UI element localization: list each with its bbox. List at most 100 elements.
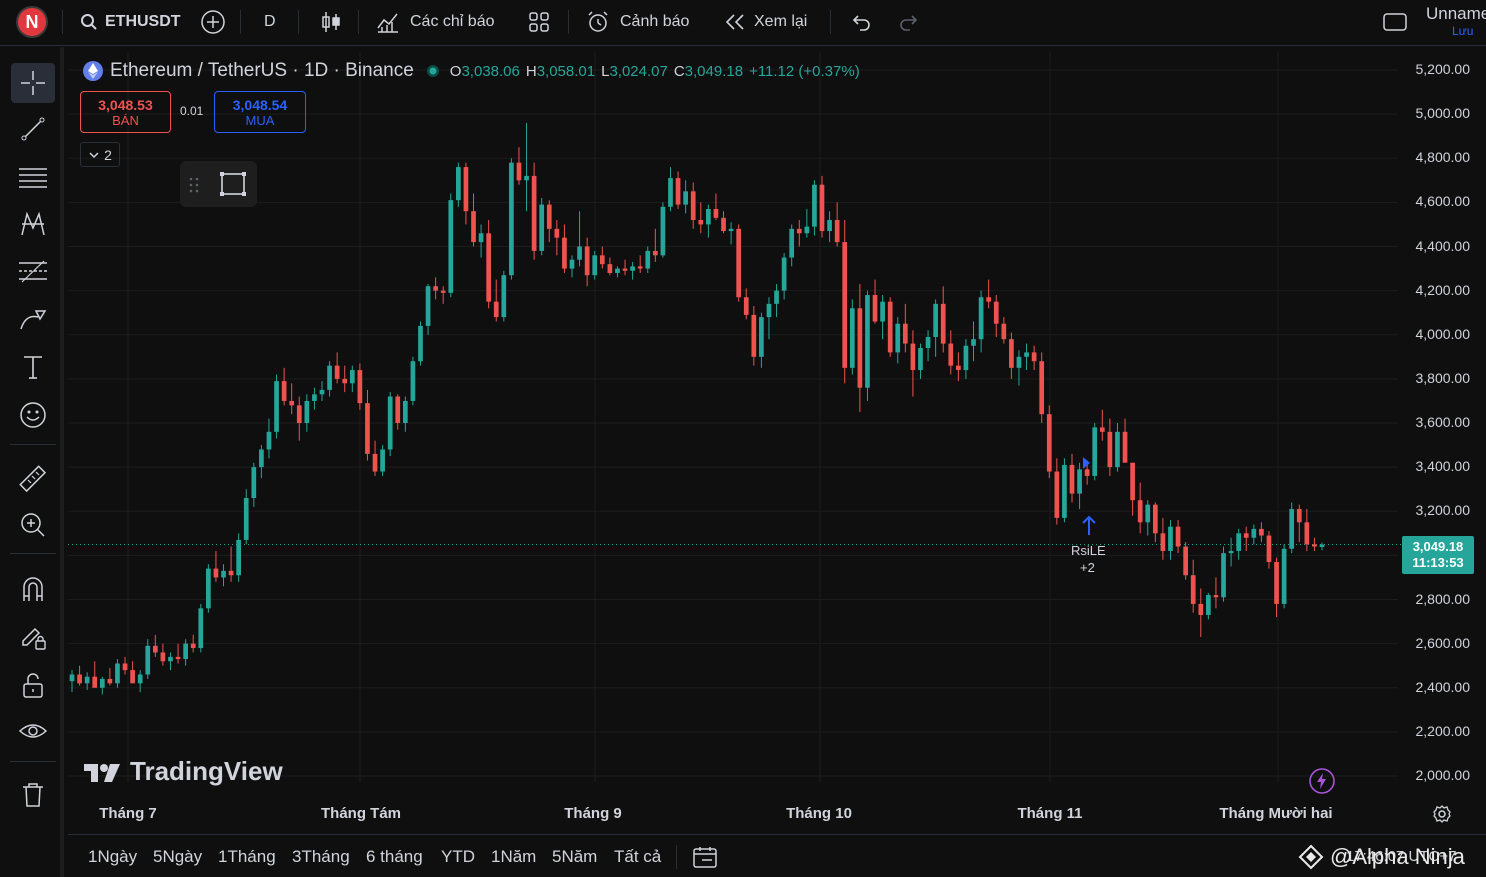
symbol-search-button[interactable]: ETHUSDT xyxy=(80,0,181,44)
candle-body xyxy=(296,405,302,423)
candle-body xyxy=(69,674,75,682)
emoji-tool[interactable] xyxy=(11,395,55,435)
candle xyxy=(918,343,923,379)
zoom-in-tool[interactable] xyxy=(11,505,55,545)
magnet-tool[interactable] xyxy=(11,569,55,609)
range-button[interactable]: 3Tháng xyxy=(292,846,350,866)
replay-button[interactable]: Xem lại xyxy=(724,0,807,44)
templates-button[interactable] xyxy=(528,0,550,44)
candle-body xyxy=(1228,550,1234,554)
horizontal-lines-tool[interactable] xyxy=(11,157,55,197)
chart-pane[interactable] xyxy=(68,52,1486,832)
range-button[interactable]: YTD xyxy=(441,846,475,866)
hide-drawings-tool[interactable] xyxy=(11,711,55,751)
range-button[interactable]: 6 tháng xyxy=(366,846,423,866)
lock-drawings-tool[interactable] xyxy=(11,665,55,705)
candle xyxy=(418,321,423,366)
trend-line-tool[interactable] xyxy=(11,109,55,149)
user-avatar[interactable]: N xyxy=(16,6,48,38)
candle-body xyxy=(266,431,272,450)
pattern-tool[interactable] xyxy=(11,204,55,244)
candle xyxy=(1213,577,1219,609)
range-button[interactable]: 1Năm xyxy=(491,846,537,866)
drawing-mode-tool[interactable] xyxy=(11,617,55,657)
candle xyxy=(728,222,734,245)
symbol-label: ETHUSDT xyxy=(105,13,181,30)
price-chart[interactable] xyxy=(68,52,1486,832)
time-axis-label: Tháng 10 xyxy=(786,805,852,822)
candle-body xyxy=(1062,464,1067,518)
undo-icon xyxy=(852,15,870,31)
brush-tool[interactable] xyxy=(11,300,55,340)
fib-tool[interactable] xyxy=(11,252,55,292)
lightning-icon[interactable] xyxy=(1308,767,1336,795)
buy-button[interactable]: 3,048.54 MUA xyxy=(214,91,306,133)
range-button[interactable]: 1Ngày xyxy=(88,846,138,866)
undo-button[interactable] xyxy=(850,0,872,44)
alerts-button[interactable]: Cảnh báo xyxy=(586,0,689,44)
candle-body xyxy=(607,264,613,273)
price-axis-label: 2,400.00 xyxy=(1415,678,1471,695)
candle xyxy=(562,224,567,273)
credit-watermark: @Alpha Ninja xyxy=(1298,835,1465,877)
candle xyxy=(281,367,287,406)
measure-tool[interactable] xyxy=(11,459,55,499)
candle xyxy=(933,299,938,357)
range-button[interactable]: Tất cả xyxy=(614,846,662,866)
indicators-button[interactable]: Các chỉ báo xyxy=(376,0,495,44)
range-button[interactable]: 5Năm xyxy=(552,846,598,866)
arrow-up-icon[interactable] xyxy=(1081,514,1097,536)
candle xyxy=(1024,343,1029,371)
candle xyxy=(721,211,726,234)
candle-body xyxy=(698,220,704,225)
text-tool[interactable] xyxy=(11,347,55,387)
layout-name[interactable]: Unnamed xyxy=(1426,4,1486,23)
goto-date-button[interactable] xyxy=(692,835,718,877)
chart-type-button[interactable] xyxy=(320,0,342,44)
compare-symbol-button[interactable] xyxy=(200,0,226,44)
candle-body xyxy=(1160,533,1166,551)
range-button[interactable]: 1Tháng xyxy=(218,846,276,866)
candle xyxy=(1183,542,1188,580)
trash-icon xyxy=(23,783,43,807)
toolbar-divider xyxy=(62,10,63,34)
toolbar-divider xyxy=(10,553,56,554)
candle-body xyxy=(1266,535,1272,562)
tradingview-watermark[interactable]: TradingView xyxy=(84,756,283,787)
range-button[interactable]: 5Ngày xyxy=(153,846,203,866)
gear-icon[interactable] xyxy=(1432,804,1452,824)
candle xyxy=(1251,524,1257,545)
candle xyxy=(713,193,719,221)
candle xyxy=(175,643,181,664)
drag-handle-icon[interactable] xyxy=(188,176,200,194)
candle-body xyxy=(933,303,938,337)
candle xyxy=(478,224,484,258)
redo-button[interactable] xyxy=(898,0,920,44)
candle xyxy=(781,253,787,300)
price-axis-label: 2,800.00 xyxy=(1415,590,1471,607)
candle-body xyxy=(334,365,340,379)
candle-body xyxy=(781,257,787,291)
crosshair-tool[interactable] xyxy=(11,63,55,103)
candle xyxy=(1145,500,1151,536)
candle-body xyxy=(1175,526,1181,547)
indicators-collapse-button[interactable]: 2 xyxy=(80,142,120,167)
candle xyxy=(145,639,151,679)
save-link[interactable]: Lưu xyxy=(1452,24,1474,38)
interval-button[interactable]: D xyxy=(264,0,276,44)
sell-button[interactable]: 3,048.53 BÁN xyxy=(80,91,171,133)
price-axis-label: 4,200.00 xyxy=(1415,281,1471,298)
candle xyxy=(1046,405,1052,479)
candle-body xyxy=(857,308,863,388)
toolbar-divider xyxy=(830,10,831,34)
candle-body xyxy=(236,539,242,576)
rectangle-select-icon[interactable] xyxy=(218,170,248,198)
candle-body xyxy=(448,200,454,293)
symbol-title[interactable]: Ethereum / TetherUS · 1D · Binance xyxy=(110,60,414,81)
candle-body xyxy=(622,268,628,271)
timezone-button[interactable]: 17:46:07 UTC+7 xyxy=(1346,835,1457,877)
delete-drawings-tool[interactable] xyxy=(11,775,55,815)
alarm-clock-icon xyxy=(588,11,608,32)
layout-toggle-button[interactable] xyxy=(1382,0,1408,44)
candle-body xyxy=(471,211,476,243)
